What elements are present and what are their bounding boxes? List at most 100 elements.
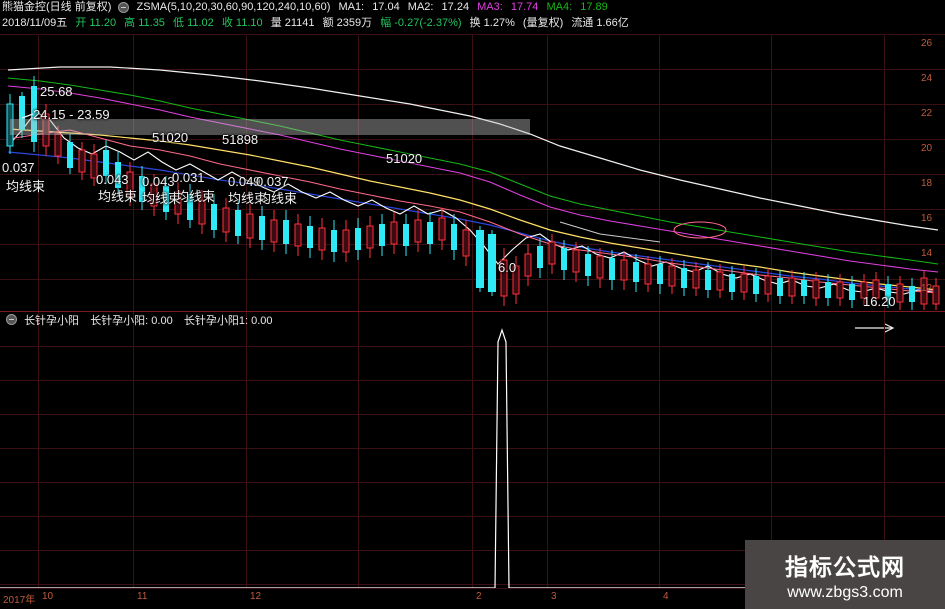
adjust-note: (量复权) [522,17,564,29]
ma2-value: 17.24 [441,1,470,13]
chart-annotation: 0.037 [2,160,35,175]
ma1-label: MA1: [338,1,365,13]
price-tick: 22 [921,108,933,119]
low-value: 11.02 [187,17,214,29]
date-label: 2017年 [3,595,36,606]
marker-group [673,221,727,239]
date-label: 2 [476,591,482,602]
chart-annotation: 16.20 [863,294,896,309]
indicator-value-2: 长针孕小阳1: 0.00 [183,315,273,327]
price-pane[interactable]: 25.68 24.15 - 23.59 51020 51898 51020 0.037 均线… [0,34,945,333]
candlesticks [6,76,940,333]
arrow-2568-tail [21,113,34,119]
gridline [659,34,660,312]
chart-annotation: 均线束 [98,189,138,204]
float-label: 流通 [571,17,594,29]
price-tick: 14 [921,248,933,259]
ma4-label: MA4: [546,1,573,13]
chart-annotation: 51020 [386,151,423,166]
gridline [659,312,660,588]
chart-annotation: 0.049 [228,174,261,189]
amount-value: 2359万 [336,17,373,29]
chart-annotation: 均线束 [258,191,298,206]
gridline [884,34,885,312]
arrow-1620-head [884,323,895,333]
ma3-value: 17.74 [510,1,539,13]
gridline [547,312,548,588]
price-tick: 18 [921,178,933,189]
open-label: 开 [75,17,87,29]
candle-group-dropzone [476,226,940,310]
header-line-1: 熊猫金控(日线 前复权) ZSMA(5,10,20,30,60,90,120,2… [2,1,608,13]
ma-white-long-line [7,66,939,231]
date-label: 11 [137,591,148,602]
chart-annotation: 0.031 [172,170,205,185]
close-label: 收 [221,17,233,29]
gridline [133,312,134,588]
gridline [771,312,772,588]
chart-annotation: 24.15 - 23.59 [33,107,110,122]
chart-annotation: 25.68 [40,84,73,99]
gridline [884,312,885,588]
gridline [472,34,473,312]
ma4-value: 17.89 [580,1,608,13]
volume-value: 21141 [284,17,315,29]
gridline [358,34,359,312]
watermark-title: 指标公式网 [785,553,905,580]
date-axis: 2017年 10 11 12 2 3 4 [0,588,945,609]
watermark-url: www.zbgs3.com [787,583,903,601]
indicator-formula[interactable]: ZSMA(5,10,20,30,60,90,120,240,10,60) [136,1,331,13]
high-value: 11.35 [138,17,165,29]
date-label: 3 [551,591,557,602]
candle-group-left [6,76,470,266]
date-label: 12 [250,591,262,602]
chart-annotation: 51020 [152,130,189,145]
chart-annotation: 均线束 [142,191,182,206]
gridline [472,312,473,588]
gridline [547,34,548,312]
float-value: 1.66亿 [596,17,629,29]
gridline [246,312,247,588]
chart-annotation: 均线束 [6,179,46,194]
turnover-label: 换 [469,17,481,29]
pane-divider [0,311,945,312]
price-tick: 12 [921,283,933,294]
gear-icon[interactable] [118,2,130,13]
price-tick: 24 [921,73,933,84]
gridline [38,34,39,312]
indicator-value-1: 长针孕小阳: 0.00 [90,315,173,327]
chart-annotation: 51898 [222,132,259,147]
open-value: 11.20 [89,17,117,29]
gridline [38,312,39,588]
turnover-value: 1.27% [483,17,515,29]
chart-annotation: 0.037 [256,174,289,189]
ma-yellow-line [7,128,939,291]
header-line-2: 2018/11/09五 开 11.20 高 11.35 低 11.02 收 11… [2,17,629,29]
volume-label: 量 [270,17,282,29]
ellipse-marker [673,221,727,239]
price-tick: 20 [921,143,933,154]
ma2-label: MA2: [407,1,434,13]
quote-date: 2018/11/09五 [2,17,68,29]
chart-annotation: 0.043 [96,172,129,187]
price-tick: 16 [921,213,933,224]
change-value: -0.27(-2.37%) [394,17,462,29]
circle-icon[interactable] [6,314,17,325]
high-label: 高 [124,17,136,29]
annotation-arrows [21,113,895,333]
ma-pink-line [7,129,939,294]
leader-lines [559,221,661,243]
chart-annotation: 均线束 [176,189,216,204]
low-label: 低 [173,17,184,29]
close-value: 11.10 [235,17,263,29]
indicator-title[interactable]: 长针孕小阳 [24,315,80,327]
price-tick: 26 [921,38,933,49]
ma3-label: MA3: [477,1,503,13]
ma3-line [7,85,939,273]
indicator-pane[interactable]: 长针孕小阳 长针孕小阳: 0.00 长针孕小阳1: 0.00 [0,312,945,589]
date-label: 4 [663,591,669,602]
chart-header: 熊猫金控(日线 前复权) ZSMA(5,10,20,30,60,90,120,2… [0,0,945,34]
gridline [771,34,772,312]
highlight-band [10,119,530,135]
